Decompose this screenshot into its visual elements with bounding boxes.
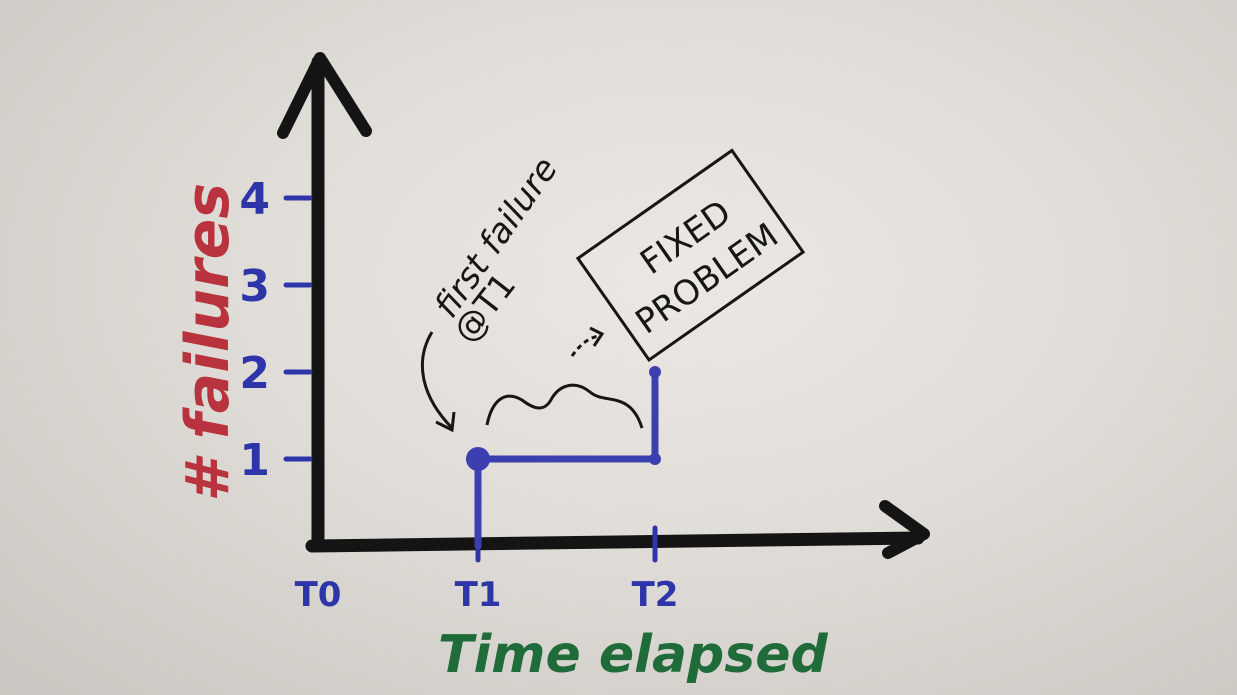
x-axis-arrowhead	[879, 500, 930, 559]
y-tick-label-3: 3	[239, 261, 270, 312]
series-line	[474, 368, 659, 550]
data-point-T1-1	[466, 447, 490, 471]
y-axis-label: # failures	[173, 183, 243, 502]
y-tick-label-1: 1	[239, 435, 270, 486]
axes	[277, 52, 930, 559]
fixed-problem-box	[575, 148, 806, 363]
x-tick-label-T1: T1	[455, 575, 502, 615]
x-tick-label-T0: T0	[295, 575, 342, 615]
fixed-problem-arrow	[570, 334, 599, 357]
x-axis	[305, 531, 925, 553]
x-axis-label: Time elapsed	[438, 625, 828, 685]
data-point-T2-2	[649, 366, 661, 378]
x-tick-label-T2: T2	[632, 575, 679, 615]
annotation-fixed-problem: FIXED PROBLEM	[575, 148, 806, 363]
fixed-problem-arrowhead	[589, 326, 605, 347]
y-ticks: 1 2 3 4	[239, 174, 313, 486]
x-ticks: T0 T1 T2	[295, 525, 679, 615]
data-point-T2-1	[649, 453, 661, 465]
interval-brace	[485, 383, 644, 429]
first-failure-arrowhead	[435, 411, 456, 433]
annotation-first-failure: first failure @T1	[420, 150, 566, 433]
y-tick-label-2: 2	[239, 348, 270, 399]
y-axis-arrowhead	[277, 52, 372, 139]
first-failure-arrow	[420, 331, 454, 430]
series-failures	[466, 366, 661, 550]
y-tick-label-4: 4	[239, 174, 270, 225]
